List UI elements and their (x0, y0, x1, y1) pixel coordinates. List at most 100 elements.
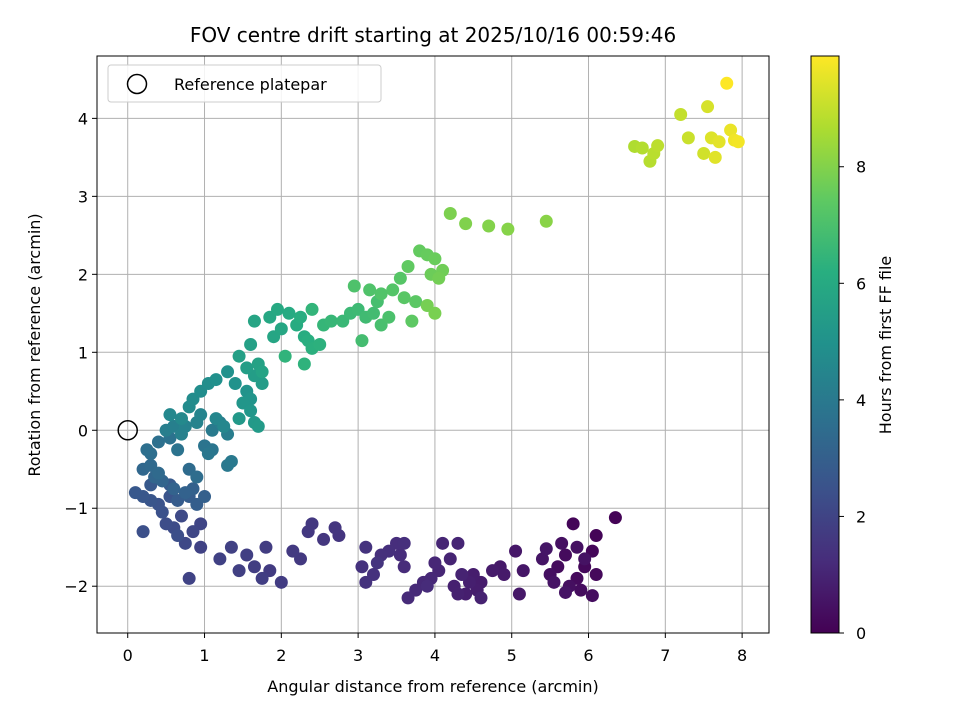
data-point (558, 585, 572, 599)
data-point (451, 536, 465, 550)
data-point (209, 373, 223, 387)
data-point (428, 556, 442, 570)
data-point (474, 591, 488, 605)
x-tick-label: 6 (583, 646, 593, 665)
data-point (194, 408, 208, 422)
data-point (247, 314, 261, 328)
x-tick-label: 1 (199, 646, 209, 665)
y-tick-label: 0 (78, 421, 88, 440)
data-point (497, 568, 511, 582)
data-point (282, 306, 296, 320)
data-point (451, 587, 465, 601)
colorbar-label: Hours from first FF file (876, 256, 895, 435)
colorbar-tick-label: 2 (856, 507, 866, 526)
data-point (240, 548, 254, 562)
data-point (401, 260, 415, 274)
y-tick-label: 1 (78, 343, 88, 362)
data-point (178, 486, 192, 500)
data-point (232, 412, 246, 426)
data-point (558, 548, 572, 562)
colorbar-tick-label: 6 (856, 274, 866, 293)
data-point (539, 214, 553, 228)
data-point (589, 568, 603, 582)
data-point (386, 283, 400, 297)
colorbar: 0 2 4 6 8 Hours from first FF file (810, 55, 895, 643)
data-point (731, 135, 745, 149)
data-point (163, 408, 177, 422)
colorbar-ticks: 0 2 4 6 8 (839, 158, 866, 643)
x-tick-label: 3 (353, 646, 363, 665)
data-point (297, 357, 311, 371)
data-point (255, 571, 269, 585)
legend-label: Reference platepar (174, 75, 327, 94)
data-point (405, 314, 419, 328)
data-point (171, 443, 185, 457)
data-point (374, 287, 388, 301)
data-point (482, 219, 496, 233)
data-point (443, 207, 457, 221)
data-point (701, 100, 715, 114)
data-point (455, 568, 469, 582)
data-point (186, 525, 200, 539)
colorbar-tick-label: 8 (856, 158, 866, 177)
x-tick-label: 4 (430, 646, 440, 665)
data-point (420, 579, 434, 593)
data-point (240, 361, 254, 375)
data-point (359, 575, 373, 589)
data-point (159, 517, 173, 531)
data-point (286, 544, 300, 558)
chart-title: FOV centre drift starting at 2025/10/16 … (190, 23, 676, 47)
data-point (397, 291, 411, 305)
data-point (501, 222, 515, 236)
colorbar-gradient (810, 55, 840, 634)
legend: Reference platepar (107, 64, 382, 103)
data-point (382, 310, 396, 324)
data-point (324, 314, 338, 328)
y-tick-label: 2 (78, 265, 88, 284)
data-point (167, 482, 181, 496)
data-point (539, 542, 553, 556)
data-point (566, 517, 580, 531)
legend-marker (126, 73, 148, 95)
data-point (486, 564, 500, 578)
data-point (432, 271, 446, 285)
data-point (366, 306, 380, 320)
data-point (697, 146, 711, 160)
data-point (720, 76, 734, 90)
data-point (317, 532, 331, 546)
data-point (397, 560, 411, 574)
data-point (724, 123, 738, 137)
data-point (401, 591, 415, 605)
data-point (355, 560, 369, 574)
data-point (232, 349, 246, 363)
x-tick-label: 8 (737, 646, 747, 665)
data-point (136, 525, 150, 539)
data-point (294, 310, 308, 324)
colorbar-tick-label: 4 (856, 391, 866, 410)
plot-frame (96, 55, 770, 634)
data-point (574, 583, 588, 597)
data-point (355, 334, 369, 348)
data-point (363, 283, 377, 297)
data-point (274, 322, 288, 336)
data-point (509, 544, 523, 558)
data-point (370, 556, 384, 570)
data-point (578, 552, 592, 566)
data-point (174, 412, 188, 426)
y-tick-label: −2 (64, 577, 88, 596)
data-point (443, 552, 457, 566)
data-point (555, 536, 569, 550)
data-point (213, 552, 227, 566)
data-point (409, 295, 423, 309)
data-point (201, 447, 215, 461)
x-tick-label: 5 (507, 646, 517, 665)
data-point (712, 135, 726, 149)
data-point (174, 509, 188, 523)
data-point (140, 443, 154, 457)
x-tick-label: 2 (276, 646, 286, 665)
y-tick-label: 3 (78, 187, 88, 206)
data-point (635, 141, 649, 155)
data-point (198, 490, 212, 504)
data-point (151, 435, 165, 449)
